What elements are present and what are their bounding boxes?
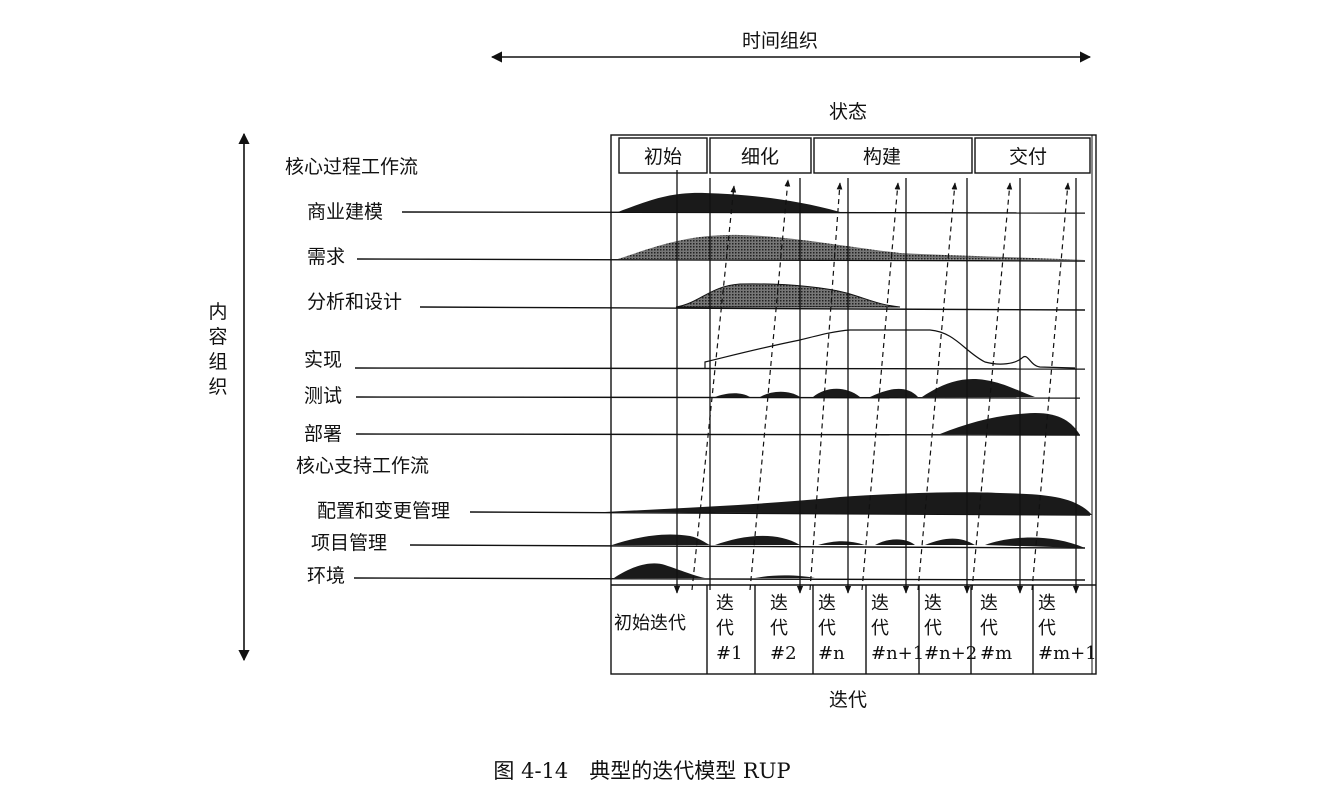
phase-box-elaboration bbox=[709, 137, 812, 174]
baseline-business-modeling bbox=[401, 211, 1086, 214]
workflow-baselines bbox=[353, 211, 1091, 581]
curve-implementation bbox=[704, 329, 1076, 369]
iteration-axis-label: 迭代 bbox=[829, 689, 867, 711]
hump-test bbox=[715, 379, 1035, 397]
hump-deployment bbox=[940, 413, 1080, 435]
phase-label-construction: 构建 bbox=[863, 146, 901, 168]
workflow-label-project-mgmt: 项目管理 bbox=[311, 532, 387, 554]
hump-analysis-design bbox=[675, 283, 901, 308]
phase-label-transition: 交付 bbox=[1009, 146, 1047, 168]
phase-box-construction bbox=[813, 137, 973, 174]
hump-business-modeling bbox=[618, 192, 840, 212]
workflow-label-implementation: 实现 bbox=[304, 349, 342, 371]
phase-header: 初始 细化 构建 交付 bbox=[618, 137, 1091, 174]
baseline-analysis-design bbox=[419, 306, 1086, 311]
phase-label-elaboration: 细化 bbox=[741, 146, 779, 168]
phase-box-inception bbox=[618, 137, 708, 174]
dash-arrow-1 bbox=[691, 185, 737, 591]
chart-frame bbox=[610, 134, 1097, 675]
hump-environment bbox=[614, 563, 815, 578]
workflow-label-business-modeling: 商业建模 bbox=[307, 201, 383, 223]
iteration-row bbox=[611, 584, 1096, 674]
dash-arrow-7 bbox=[1031, 182, 1071, 591]
iteration-lines bbox=[673, 170, 1080, 594]
phase-box-transition bbox=[974, 137, 1091, 174]
baseline-config-change bbox=[469, 511, 1091, 516]
section-core-support: 核心支持工作流 bbox=[296, 455, 429, 477]
iteration-label-nn1: 迭代#n+1 bbox=[871, 593, 924, 664]
iteration-label-nn2: 迭代#n+2 bbox=[924, 593, 977, 664]
baseline-project-mgmt bbox=[409, 544, 1086, 549]
baseline-test bbox=[355, 396, 1081, 399]
iteration-label-m1: 迭代#m+1 bbox=[1038, 593, 1097, 664]
iteration-label-n1: 迭代#1 bbox=[716, 593, 743, 664]
baseline-deployment bbox=[355, 433, 1081, 436]
hump-requirements bbox=[618, 234, 1085, 260]
workflow-label-requirements: 需求 bbox=[307, 246, 345, 268]
section-core-process: 核心过程工作流 bbox=[285, 156, 418, 178]
baseline-implementation bbox=[354, 367, 1086, 370]
dash-arrow-2 bbox=[749, 179, 791, 591]
iteration-dashed-arrows bbox=[691, 179, 1071, 591]
time-axis-label: 时间组织 bbox=[742, 30, 818, 52]
workflow-label-test: 测试 bbox=[304, 385, 342, 407]
workflow-label-environment: 环境 bbox=[307, 565, 345, 587]
workflow-label-config-change: 配置和变更管理 bbox=[317, 500, 450, 522]
iteration-label-n2: 迭代#2 bbox=[770, 593, 797, 664]
phase-label-inception: 初始 bbox=[644, 146, 682, 168]
content-axis-label: 内容组织 bbox=[208, 301, 227, 398]
state-label: 状态 bbox=[829, 101, 867, 123]
workflow-label-deployment: 部署 bbox=[304, 423, 342, 445]
iteration-label-initial: 初始迭代 bbox=[614, 613, 686, 634]
iteration-label-m: 迭代#m bbox=[980, 593, 1012, 664]
dash-arrow-4 bbox=[861, 182, 901, 591]
figure-caption: 图 4-14 典型的迭代模型 RUP bbox=[493, 759, 790, 783]
iteration-labels: 初始迭代 迭代#1 迭代#2 迭代#n 迭代#n+1迭代#n+2迭代#m 迭代#m+1 bbox=[614, 593, 1097, 664]
baseline-environment bbox=[353, 577, 1086, 581]
workflow-label-analysis-design: 分析和设计 bbox=[307, 291, 402, 313]
iteration-label-nn: 迭代#n bbox=[818, 593, 845, 664]
baseline-requirements bbox=[356, 258, 1086, 262]
